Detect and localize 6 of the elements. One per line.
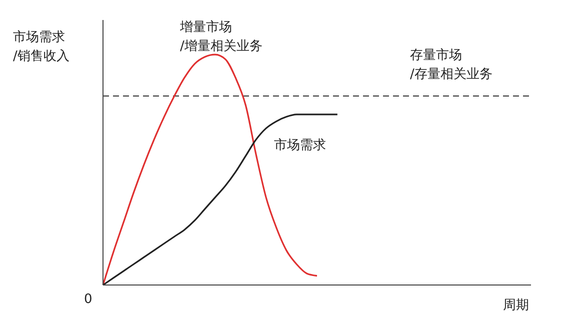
series-label: 市场需求 [274,137,326,155]
ref-line-label: 存量市场 /存量相关业务 [410,47,492,84]
text: 0 [84,291,92,309]
y-axis-title: 市场需求 /销售收入 [13,29,70,66]
x-axis-title: 周期 [503,297,529,315]
series-label: 增量市场 /增量相关业务 [180,19,262,56]
